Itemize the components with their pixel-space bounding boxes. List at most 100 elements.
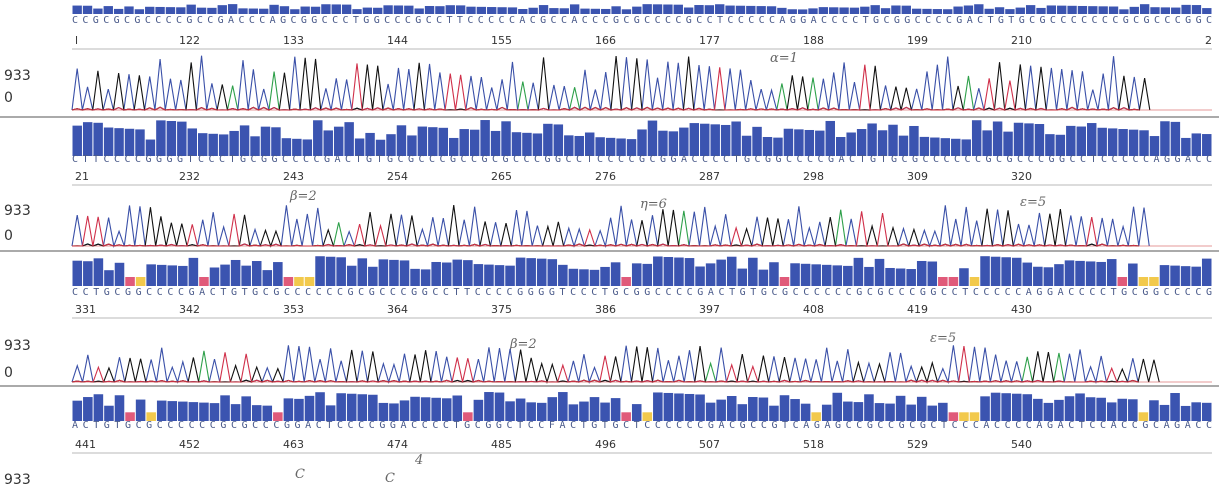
quality-bar (178, 265, 188, 286)
position-label: 188 (803, 34, 824, 47)
quality-bar (315, 392, 325, 421)
quality-bar (315, 256, 325, 286)
quality-bar (1098, 6, 1108, 14)
quality-bar (927, 405, 938, 421)
quality-bar (304, 395, 315, 421)
quality-bar (1106, 402, 1117, 421)
quality-bar (167, 265, 178, 286)
quality-bar (1129, 6, 1139, 14)
quality-bar (1128, 263, 1138, 286)
quality-bar (505, 265, 515, 286)
quality-bar (188, 257, 199, 286)
quality-bar (407, 135, 417, 156)
quality-bar (1096, 397, 1106, 421)
quality-bar (1036, 7, 1046, 14)
quality-bar (1097, 127, 1107, 156)
quality-bar (867, 123, 877, 156)
quality-bar (431, 261, 441, 286)
handwritten-note: β=2 (289, 189, 317, 204)
quality-bar (273, 412, 283, 421)
quality-bar (590, 8, 601, 14)
quality-bar (83, 397, 93, 421)
quality-bar (938, 402, 948, 421)
quality-bar (1054, 399, 1064, 421)
position-label: 364 (387, 303, 408, 316)
quality-bar (292, 138, 302, 156)
quality-bar (218, 134, 229, 156)
quality-bar (839, 7, 849, 14)
quality-bar (410, 268, 420, 286)
quality-bar (895, 268, 906, 286)
quality-bar (553, 124, 564, 156)
quality-bar (1117, 398, 1128, 421)
quality-bar (83, 261, 93, 286)
quality-bar (420, 269, 431, 286)
quality-bar (783, 128, 794, 156)
quality-bar (187, 128, 198, 156)
quality-bar (260, 126, 271, 156)
quality-bar (357, 394, 368, 421)
quality-bar (927, 261, 938, 286)
quality-bar (501, 121, 511, 156)
quality-bar (916, 260, 927, 286)
quality-bar (1191, 133, 1202, 156)
quality-bar (758, 397, 769, 421)
quality-bar (948, 277, 959, 286)
quality-bar (1011, 393, 1022, 421)
position-label: 342 (179, 303, 200, 316)
quality-bar (135, 277, 146, 286)
quality-bar (494, 392, 505, 421)
position-label: 430 (1011, 303, 1032, 316)
quality-bar (72, 260, 83, 286)
quality-bar (610, 262, 621, 286)
quality-bar (1170, 121, 1181, 156)
quality-bar (209, 403, 220, 421)
quality-bar (773, 137, 783, 156)
quality-bar (1201, 402, 1212, 421)
quality-bar (207, 7, 217, 14)
quality-bar (584, 132, 595, 156)
quality-bar (963, 5, 974, 14)
quality-bar (737, 268, 748, 286)
quality-bar (762, 136, 773, 156)
quality-bar (790, 399, 800, 421)
position-label: 540 (1011, 438, 1032, 451)
position-label: 232 (179, 170, 200, 183)
quality-bar (726, 256, 737, 286)
quality-bar (600, 266, 610, 286)
quality-bar (1096, 261, 1106, 286)
quality-bar (856, 129, 867, 156)
quality-bar (547, 397, 558, 421)
quality-bar (797, 9, 808, 14)
quality-bar (804, 129, 815, 156)
position-label: 122 (179, 34, 200, 47)
quality-bar (248, 8, 259, 14)
quality-bar (250, 136, 260, 156)
quality-bar (984, 8, 994, 14)
quality-bar (473, 264, 484, 286)
quality-bar (1119, 9, 1129, 14)
quality-bar (990, 392, 1001, 421)
quality-bar (990, 256, 1001, 286)
handwritten-note: C (385, 471, 395, 486)
quality-bar (146, 264, 156, 286)
quality-bar (459, 129, 469, 156)
quality-bar (199, 402, 209, 421)
quality-bar (746, 5, 756, 15)
quality-bar (378, 402, 389, 421)
quality-bar (832, 392, 843, 421)
quality-bar (487, 7, 497, 14)
quality-bar (1181, 4, 1191, 14)
quality-bar (1085, 397, 1096, 421)
quality-bar (1171, 7, 1181, 14)
quality-bar (452, 259, 463, 286)
position-label: 309 (907, 170, 928, 183)
quality-bar (424, 5, 435, 14)
quality-bar (114, 128, 124, 156)
quality-bar (568, 268, 579, 286)
position-label: 320 (1011, 170, 1032, 183)
quality-bar (853, 402, 864, 421)
quality-bar (930, 137, 940, 156)
quality-bar (269, 4, 279, 14)
quality-bar (938, 277, 948, 286)
